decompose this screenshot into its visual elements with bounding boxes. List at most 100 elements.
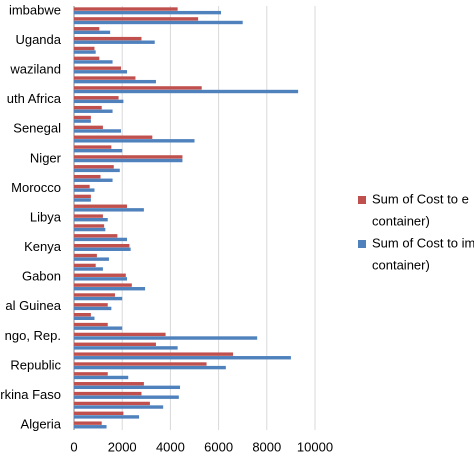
- bar: [74, 119, 91, 123]
- bar: [74, 267, 103, 271]
- bar: [74, 401, 150, 406]
- bar: [74, 237, 128, 242]
- bar: [74, 158, 183, 163]
- bar: [74, 99, 124, 104]
- bar: [74, 352, 234, 356]
- bar: [74, 287, 146, 291]
- bar: [74, 135, 153, 139]
- y-tick-label: imbabwe: [9, 2, 61, 17]
- y-tick-label: Morocco: [11, 180, 61, 195]
- bar: [74, 50, 96, 54]
- legend-label: container): [372, 257, 430, 272]
- bar: [74, 303, 108, 307]
- bar: [74, 247, 131, 251]
- bar: [74, 105, 102, 110]
- legend-label: Sum of Cost to im: [372, 235, 474, 250]
- bar: [74, 283, 132, 287]
- bar: [74, 198, 91, 202]
- bar: [74, 27, 100, 31]
- bar: [74, 96, 119, 100]
- bar: [74, 356, 291, 360]
- x-tick-label: 6000: [204, 439, 233, 454]
- x-tick-label: 2000: [108, 439, 137, 454]
- bar: [74, 188, 95, 192]
- bar: [74, 224, 105, 228]
- bar: [74, 382, 144, 386]
- bar: [74, 316, 95, 321]
- bar: [74, 178, 113, 182]
- legend-swatch: [358, 196, 366, 204]
- bar: [74, 273, 126, 277]
- bar: [74, 362, 207, 366]
- y-tick-label: Senegal: [13, 121, 61, 136]
- bar: [74, 227, 106, 232]
- bar: [74, 139, 195, 143]
- bar: [74, 336, 258, 340]
- bar: [74, 129, 121, 133]
- legend-swatch: [358, 240, 366, 248]
- y-tick-label: rkina Faso: [0, 387, 61, 402]
- bar: [74, 168, 120, 173]
- y-tick-label: uth Africa: [7, 91, 62, 106]
- y-tick-label: Kenya: [24, 239, 62, 254]
- bar: [74, 60, 113, 64]
- bar: [74, 109, 113, 113]
- bar: [74, 40, 155, 44]
- y-tick-label: Gabon: [22, 269, 61, 284]
- x-tick-label: 0: [70, 439, 77, 454]
- bar: [74, 184, 90, 189]
- bar: [74, 204, 128, 208]
- bar: [74, 145, 112, 149]
- y-tick-label: Uganda: [15, 32, 61, 47]
- bar: [74, 243, 130, 248]
- bar: [74, 415, 140, 419]
- bar: [74, 425, 107, 429]
- bar: [74, 306, 112, 311]
- bar: [74, 293, 115, 297]
- bar: [74, 89, 299, 94]
- bar: [74, 385, 181, 390]
- bar: [74, 234, 118, 238]
- bar: [74, 20, 243, 25]
- y-tick-label: al Guinea: [5, 298, 61, 313]
- x-tick-label: 4000: [156, 439, 185, 454]
- bar: [74, 253, 97, 258]
- bar: [74, 86, 202, 90]
- bar: [74, 76, 136, 80]
- bar: [74, 165, 114, 169]
- bar: [74, 405, 164, 409]
- y-tick-label: ngo, Rep.: [5, 328, 61, 343]
- bar: [74, 277, 128, 281]
- bar: [74, 125, 103, 130]
- bar: [74, 155, 183, 159]
- bar: [74, 70, 128, 74]
- y-tick-label: Libya: [30, 209, 62, 224]
- bar: [74, 365, 226, 370]
- bar: [74, 115, 91, 120]
- bar: [74, 7, 178, 11]
- bar: [74, 391, 142, 396]
- legend-label: container): [372, 213, 430, 228]
- bar: [74, 322, 108, 327]
- bar: [74, 218, 108, 222]
- x-tick-label: 10000: [297, 439, 333, 454]
- bar: [74, 332, 166, 337]
- y-tick-label: Niger: [30, 150, 62, 165]
- bar: [74, 421, 102, 425]
- bar: [74, 66, 121, 70]
- bar: [74, 214, 103, 218]
- bar: [74, 30, 111, 35]
- bar: [74, 372, 108, 376]
- bar: [74, 313, 91, 317]
- bar: [74, 342, 156, 346]
- bar: [74, 326, 123, 330]
- bar: [74, 79, 156, 84]
- bar: [74, 257, 109, 261]
- bar: [74, 375, 129, 380]
- bar: [74, 411, 124, 416]
- bar: [74, 194, 91, 199]
- bar: [74, 263, 96, 268]
- bar: [74, 148, 123, 153]
- bar: [74, 10, 222, 15]
